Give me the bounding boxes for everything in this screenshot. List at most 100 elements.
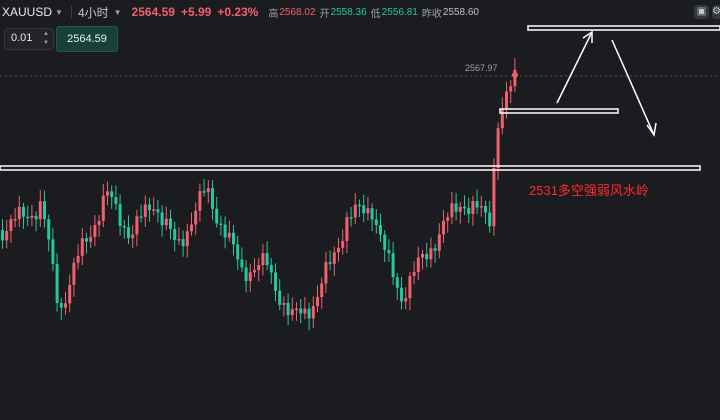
candle-body xyxy=(43,201,46,220)
candle-body xyxy=(139,216,143,218)
symbol-dropdown-icon[interactable]: ▼ xyxy=(55,7,63,17)
candle-body xyxy=(353,204,357,218)
candle-body xyxy=(404,298,408,302)
last-price: 2564.59 xyxy=(131,5,175,19)
candle-body xyxy=(307,308,311,319)
candle-body xyxy=(122,225,126,228)
candle-body xyxy=(332,252,336,264)
candle-body xyxy=(496,128,500,168)
candle-body xyxy=(454,203,458,212)
candle-body xyxy=(101,195,105,221)
candle-body xyxy=(425,253,429,260)
candle-body xyxy=(177,239,181,241)
candle-body xyxy=(442,220,445,235)
candle-body xyxy=(311,306,315,319)
candle-body xyxy=(190,224,193,232)
candle-body xyxy=(458,206,462,212)
support-resistance-zone-2531[interactable] xyxy=(0,165,701,171)
candle-body xyxy=(400,287,403,302)
candle-body xyxy=(80,238,84,256)
candle-body xyxy=(22,206,25,217)
candle-body xyxy=(433,248,437,251)
resistance-zone-top[interactable] xyxy=(527,25,720,31)
candle-body xyxy=(341,240,345,248)
candle-body xyxy=(76,255,80,263)
candle-body xyxy=(211,188,214,209)
candle-body xyxy=(412,272,416,277)
candle-body xyxy=(500,108,504,129)
candle-body xyxy=(194,210,198,225)
candle-body xyxy=(148,204,151,211)
candle-body xyxy=(93,225,97,237)
candle-body xyxy=(479,206,483,208)
candle-body xyxy=(68,284,72,304)
candle-body xyxy=(282,302,286,305)
candle-body xyxy=(471,201,475,214)
candle-body xyxy=(202,191,206,193)
open-label: 开 xyxy=(319,8,330,20)
symbol-selector[interactable]: XAUUSD xyxy=(2,5,53,19)
candle-body xyxy=(248,272,252,282)
timeframe-selector[interactable]: 4小时 xyxy=(77,5,109,20)
candle-body xyxy=(72,262,76,285)
candle-body xyxy=(206,188,210,193)
candle-body xyxy=(114,197,118,204)
candle-body xyxy=(110,191,114,198)
candle-body xyxy=(387,250,391,254)
open-value: 2558.36 xyxy=(330,6,367,18)
trade-price-button[interactable]: 2564.59 xyxy=(56,26,118,52)
candle-body xyxy=(135,216,139,235)
candle-body xyxy=(38,201,42,220)
candle-body xyxy=(156,209,160,213)
candle-body xyxy=(118,203,122,226)
candle-body xyxy=(236,244,240,260)
quantity-stepper[interactable]: 0.01 ▲ ▼ xyxy=(4,28,54,50)
drawing-tools[interactable] xyxy=(0,25,720,171)
candle-body xyxy=(290,309,294,316)
candle-body xyxy=(316,297,319,307)
decrement-icon[interactable]: ▼ xyxy=(43,40,49,46)
candle-body xyxy=(219,223,223,225)
up-arrow-head xyxy=(582,30,593,43)
increment-icon[interactable]: ▲ xyxy=(43,31,49,37)
timeframe-dropdown-icon[interactable]: ▼ xyxy=(113,7,122,17)
candle-body xyxy=(127,227,130,239)
price-change-percent: +0.23% xyxy=(217,5,259,19)
candle-body xyxy=(55,263,59,304)
settings-icon[interactable]: ⚙ xyxy=(712,5,720,19)
candle-body xyxy=(30,215,34,218)
last-price-dot xyxy=(512,72,518,78)
screenshot-icon[interactable]: ▣ xyxy=(694,5,709,19)
candle-body xyxy=(85,238,88,242)
down-arrow-line[interactable] xyxy=(611,39,655,136)
candle-body xyxy=(152,209,156,211)
candle-body xyxy=(324,262,328,284)
candle-body xyxy=(299,308,303,314)
candle-body xyxy=(51,239,55,264)
up-arrow-line[interactable] xyxy=(556,31,593,104)
candle-body xyxy=(198,191,202,211)
candle-body xyxy=(13,219,17,221)
candle-body xyxy=(164,218,168,226)
candle-body xyxy=(374,219,378,226)
candles xyxy=(1,57,518,331)
candle-body xyxy=(370,208,374,220)
candle-body xyxy=(215,208,219,224)
candle-body xyxy=(488,212,492,227)
candle-body xyxy=(362,205,366,214)
candle-body xyxy=(421,253,424,258)
candle-body xyxy=(227,232,231,238)
candle-body xyxy=(1,230,4,241)
high-price-marker: 2567.97 xyxy=(465,63,498,73)
candle-body xyxy=(366,208,370,214)
candle-body xyxy=(265,253,269,266)
candle-body xyxy=(337,247,340,253)
candle-body xyxy=(416,257,420,273)
candle-body xyxy=(5,231,9,241)
resistance-zone-mid[interactable] xyxy=(499,108,619,114)
candle-body xyxy=(475,201,479,208)
candle-body xyxy=(34,215,38,220)
candle-body xyxy=(143,204,147,217)
candle-body xyxy=(446,217,450,221)
